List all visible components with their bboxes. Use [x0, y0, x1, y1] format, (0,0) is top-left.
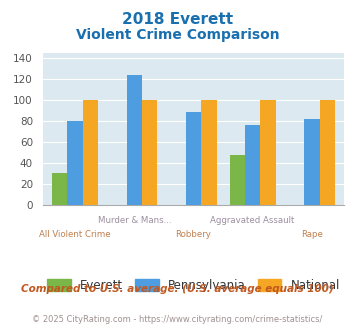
Bar: [320, 100, 335, 205]
Bar: [52, 173, 67, 205]
Legend: Everett, Pennsylvania, National: Everett, Pennsylvania, National: [42, 274, 345, 297]
Text: Rape: Rape: [301, 230, 323, 239]
Bar: [260, 100, 276, 205]
Text: 2018 Everett: 2018 Everett: [122, 12, 233, 26]
Text: Aggravated Assault: Aggravated Assault: [211, 216, 295, 225]
Bar: [142, 100, 157, 205]
Text: Violent Crime Comparison: Violent Crime Comparison: [76, 28, 279, 42]
Text: Compared to U.S. average. (U.S. average equals 100): Compared to U.S. average. (U.S. average …: [21, 284, 334, 294]
Bar: [83, 100, 98, 205]
Text: © 2025 CityRating.com - https://www.cityrating.com/crime-statistics/: © 2025 CityRating.com - https://www.city…: [32, 315, 323, 324]
Bar: [230, 155, 245, 205]
Bar: [304, 119, 320, 205]
Bar: [186, 113, 201, 205]
Text: Robbery: Robbery: [175, 230, 212, 239]
Bar: [67, 121, 83, 205]
Bar: [127, 75, 142, 205]
Bar: [245, 125, 260, 205]
Bar: [201, 100, 217, 205]
Text: All Violent Crime: All Violent Crime: [39, 230, 111, 239]
Text: Murder & Mans...: Murder & Mans...: [98, 216, 171, 225]
